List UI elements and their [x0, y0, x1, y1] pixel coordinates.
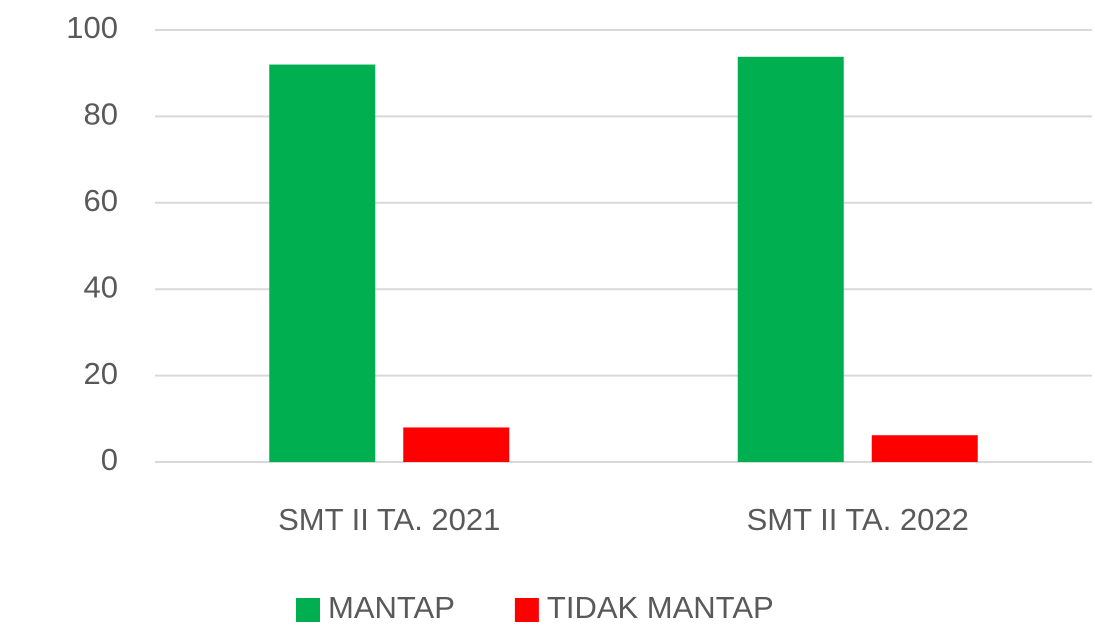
bar	[871, 435, 978, 462]
bar	[737, 56, 844, 463]
y-tick-label: 80	[84, 97, 118, 132]
legend-label: MANTAP	[328, 590, 455, 625]
bar	[269, 64, 376, 462]
legend-swatch	[296, 598, 320, 622]
legend-label: TIDAK MANTAP	[547, 590, 774, 625]
y-tick-label: 20	[84, 356, 118, 391]
y-tick-label: 60	[84, 183, 118, 218]
legend-swatch	[514, 598, 539, 622]
x-tick-label: SMT II TA. 2022	[747, 502, 969, 537]
y-tick-label: 100	[66, 10, 118, 45]
x-tick-label: SMT II TA. 2021	[278, 502, 500, 537]
bar	[403, 427, 510, 462]
y-tick-label: 40	[84, 269, 118, 304]
y-tick-label: 0	[101, 442, 118, 477]
